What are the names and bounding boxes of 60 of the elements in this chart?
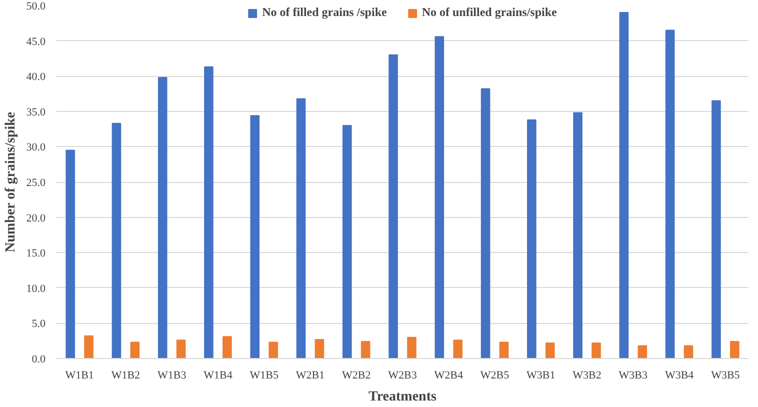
bar bbox=[665, 30, 675, 358]
bar bbox=[204, 66, 214, 358]
legend-label: No of filled grains /spike bbox=[262, 5, 387, 20]
bar bbox=[638, 345, 648, 358]
x-tick-label: W3B2 bbox=[572, 370, 602, 382]
bar bbox=[250, 115, 260, 358]
x-tick-label: W1B3 bbox=[157, 370, 187, 382]
y-axis-title: Number of grains/spike bbox=[3, 112, 18, 252]
y-tick-label: 40.0 bbox=[26, 71, 46, 84]
bar bbox=[592, 342, 601, 358]
bar bbox=[480, 88, 490, 358]
bar bbox=[573, 112, 582, 358]
y-tick-label: 15.0 bbox=[26, 248, 46, 260]
bar bbox=[342, 125, 352, 358]
x-tick-label: W3B3 bbox=[618, 370, 648, 382]
x-tick-label: W1B2 bbox=[111, 370, 140, 382]
y-tick-label: 30.0 bbox=[26, 142, 46, 154]
y-tick-label: 35.0 bbox=[26, 106, 46, 118]
bar bbox=[360, 341, 370, 358]
x-tick-label: W2B4 bbox=[434, 370, 464, 382]
bar bbox=[434, 36, 444, 358]
bar bbox=[684, 345, 694, 358]
x-tick-label: W3B4 bbox=[664, 370, 694, 382]
y-tick-label: 5.0 bbox=[32, 318, 46, 330]
bar bbox=[730, 341, 740, 358]
bar bbox=[545, 342, 555, 358]
bar bbox=[158, 77, 168, 358]
x-tick-label: W1B5 bbox=[250, 370, 279, 382]
y-tick-label: 25.0 bbox=[26, 177, 46, 189]
y-tick-label: 45.0 bbox=[26, 36, 46, 48]
legend-label: No of unfilled grains/spike bbox=[422, 5, 557, 20]
x-tick-label: W1B4 bbox=[204, 370, 233, 382]
bar bbox=[268, 342, 278, 358]
x-axis-title: Treatments bbox=[368, 390, 438, 404]
bar bbox=[112, 122, 122, 358]
x-tick-label: W3B1 bbox=[526, 370, 556, 382]
x-tick-label: W3B5 bbox=[711, 370, 740, 382]
y-tick-label: 50.0 bbox=[26, 0, 46, 12]
bar bbox=[314, 338, 324, 358]
bar bbox=[296, 98, 306, 358]
bar bbox=[222, 336, 232, 358]
y-tick-label: 0.0 bbox=[32, 354, 46, 366]
bar bbox=[453, 340, 463, 358]
bar bbox=[407, 336, 416, 358]
x-tick-label: W2B3 bbox=[388, 370, 418, 382]
bar bbox=[712, 100, 721, 358]
bar bbox=[84, 335, 94, 358]
bar bbox=[130, 342, 140, 358]
y-tick-label: 10.0 bbox=[26, 282, 46, 295]
bar bbox=[619, 12, 629, 358]
y-tick-label: 20.0 bbox=[26, 212, 46, 224]
bar bbox=[176, 340, 186, 358]
bar bbox=[527, 119, 536, 358]
bar bbox=[499, 342, 509, 358]
x-tick-label: W2B5 bbox=[480, 370, 510, 382]
x-tick-label: W2B2 bbox=[342, 370, 371, 382]
x-tick-label: W2B1 bbox=[296, 370, 325, 382]
bar bbox=[388, 54, 398, 358]
x-tick-label: W1B1 bbox=[65, 370, 94, 382]
bar bbox=[66, 150, 75, 358]
